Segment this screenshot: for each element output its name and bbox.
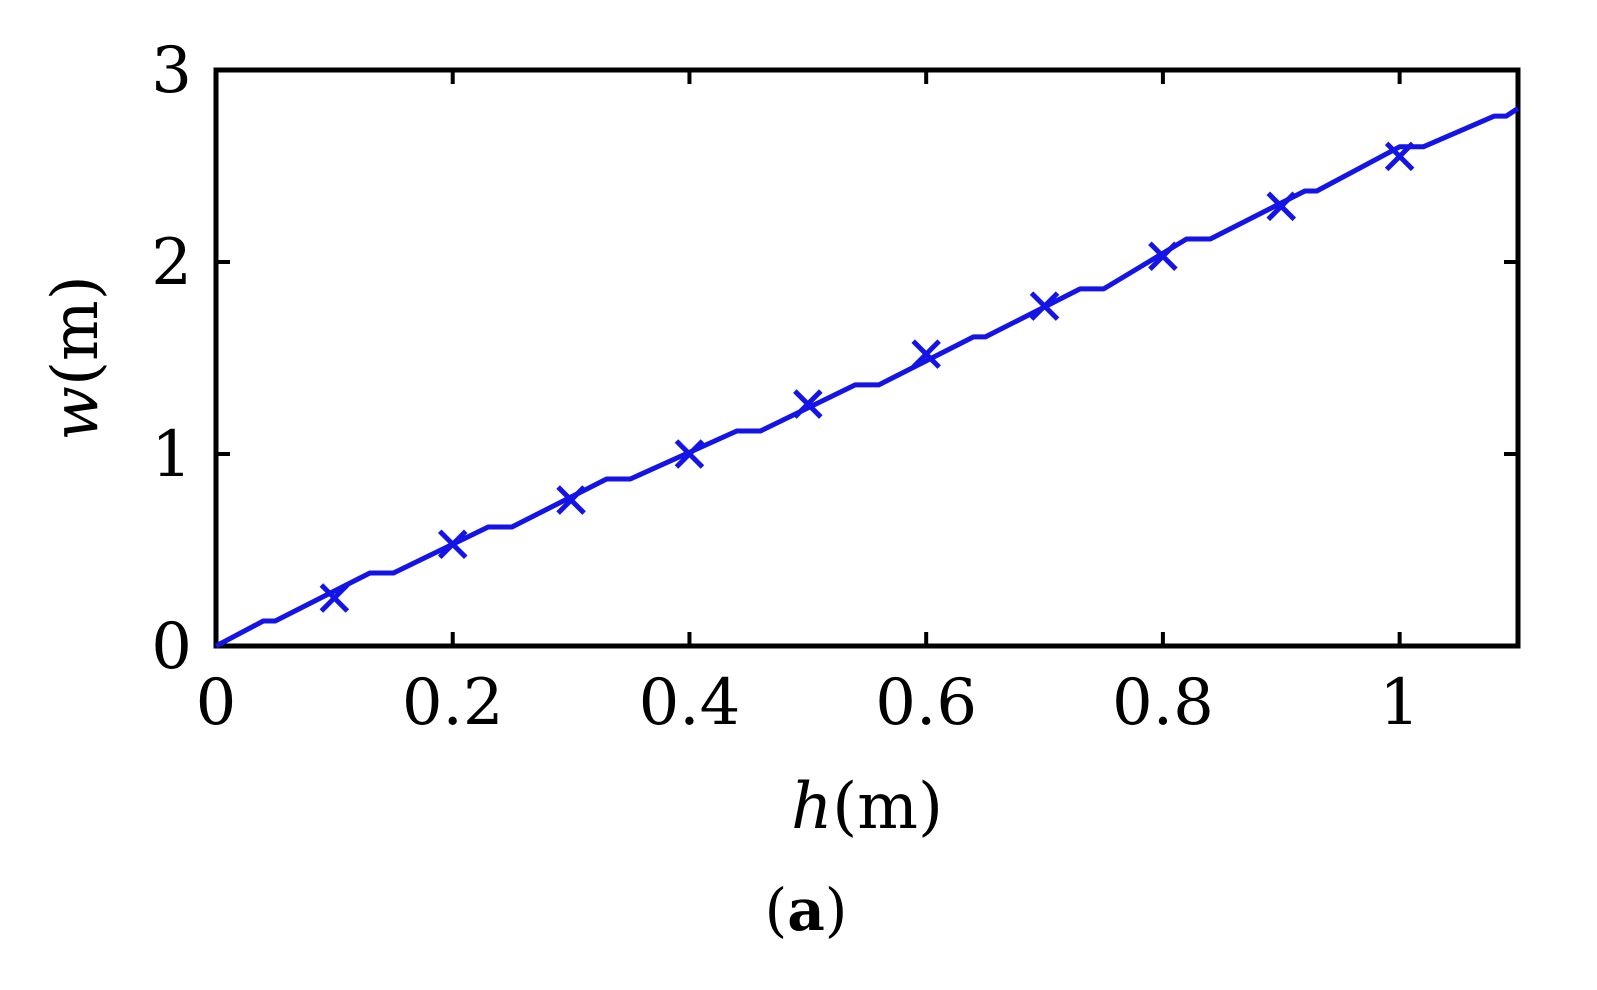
data-point-marker xyxy=(1266,191,1297,222)
x-tick-label: 0.6 xyxy=(875,666,977,740)
data-point-marker xyxy=(674,439,705,469)
tick-labels: 0 0.2 0.4 0.6 0.8 1 0 1 2 3 xyxy=(151,34,1420,740)
caption-open-paren: ( xyxy=(765,876,788,944)
caption-close-paren: ) xyxy=(825,876,848,944)
plot-frame xyxy=(213,67,1521,649)
data-point-marker xyxy=(793,389,823,419)
x-tick-label: 0.2 xyxy=(402,666,504,740)
figure-caption: (a) xyxy=(765,876,848,944)
data-point-marker xyxy=(1148,241,1178,272)
data-point-marker xyxy=(1384,141,1415,172)
y-tick-label: 3 xyxy=(151,34,192,108)
data-point-marker xyxy=(319,583,350,613)
y-axis-variable: w xyxy=(39,386,113,441)
y-axis-unit: (m) xyxy=(39,275,113,386)
x-axis-variable: h xyxy=(791,770,832,844)
caption-letter: a xyxy=(787,876,825,944)
plot-area xyxy=(213,67,1521,649)
data-point-marker xyxy=(911,339,941,369)
y-tick-label: 0 xyxy=(151,610,192,684)
series-line xyxy=(214,106,1520,649)
x-axis-unit: (m) xyxy=(832,770,943,844)
x-axis-title: h(m) xyxy=(791,770,943,844)
data-point-marker xyxy=(1029,291,1060,321)
y-axis-title: w(m) xyxy=(39,275,113,440)
data-point-marker xyxy=(437,529,468,560)
x-tick-label: 0 xyxy=(196,666,237,740)
data-point-marker xyxy=(556,485,586,515)
axis-ticks xyxy=(214,68,1518,648)
x-tick-label: 1 xyxy=(1379,666,1420,740)
y-tick-label: 2 xyxy=(151,226,192,300)
y-tick-label: 1 xyxy=(151,418,192,492)
x-tick-label: 0.4 xyxy=(639,666,741,740)
series-layer xyxy=(214,106,1520,649)
x-tick-label: 0.8 xyxy=(1112,666,1214,740)
